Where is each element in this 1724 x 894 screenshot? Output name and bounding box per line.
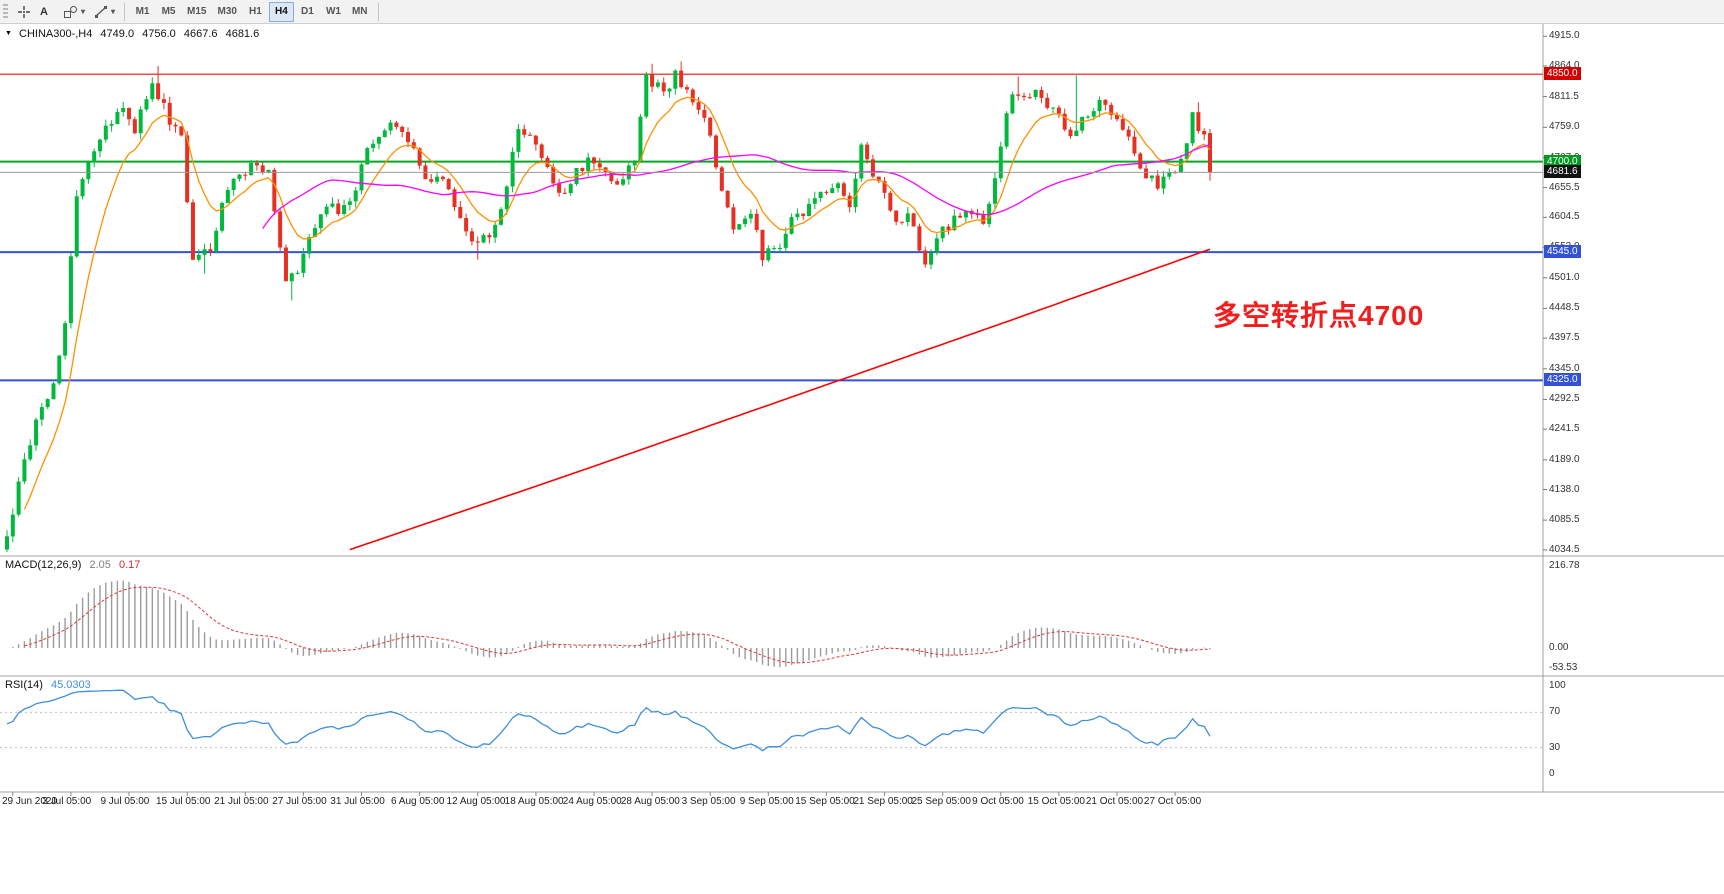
price-axis-label: 4759.0 — [1549, 121, 1580, 133]
timeframe-button-mn[interactable]: MN — [347, 2, 373, 22]
time-axis-label: 15 Sep 05:00 — [795, 796, 855, 807]
timeframe-button-m1[interactable]: M1 — [130, 2, 155, 22]
price-axis-label: 4915.0 — [1549, 30, 1580, 42]
price-badge-4325.0: 4325.0 — [1544, 373, 1581, 387]
macd-header: MACD(12,26,9) 2.05 0.17 — [5, 559, 145, 571]
time-axis-label: 15 Jul 05:00 — [155, 796, 211, 807]
price-axis-label: 4811.5 — [1549, 90, 1579, 102]
time-axis-label: 28 Aug 05:00 — [620, 796, 680, 807]
macd-signal-value: 0.17 — [118, 559, 141, 571]
text-tool-button[interactable]: A — [36, 2, 58, 22]
price-axis-label: 4292.5 — [1549, 393, 1580, 405]
price-axis-label: 4864.0 — [1549, 60, 1580, 71]
price-axis-label: 4501.0 — [1549, 271, 1580, 283]
price-badge-4545.0: 4545.0 — [1544, 245, 1581, 259]
timeframe-buttons: M1 M5 M15 M30 H1 H4 D1 W1 MN — [130, 1, 373, 22]
price-badge-4700.0: 4700.0 — [1544, 154, 1581, 168]
time-axis-label: 24 Aug 05:00 — [562, 796, 622, 807]
rsi-label: RSI(14) — [5, 679, 43, 691]
timeframe-button-h1[interactable]: H1 — [243, 2, 268, 22]
ohlc-high-value: 4756.0 — [142, 28, 176, 40]
macd-axis-label: -53.53 — [1549, 662, 1578, 674]
text-tool-label: A — [40, 5, 48, 18]
shapes-icon — [64, 5, 77, 18]
rsi-axis-label: 100 — [1549, 680, 1566, 691]
ohlc-open-value: 4749.0 — [100, 28, 135, 40]
time-axis-label: 21 Oct 05:00 — [1085, 796, 1144, 807]
symbol-period-label: CHINA300-,H4 — [19, 28, 93, 40]
toolbar-separator — [377, 2, 379, 21]
rsi-header: RSI(14) 45.0303 — [5, 679, 96, 691]
time-axis-label: 15 Oct 05:00 — [1027, 796, 1085, 807]
time-axis-label: 25 Sep 05:00 — [911, 796, 971, 807]
shapes-tool-button[interactable]: ▾ — [59, 2, 89, 22]
trendline-tool-button[interactable]: ▾ — [90, 2, 119, 22]
time-axis-label: 21 Sep 05:00 — [853, 796, 913, 807]
time-axis-label: 18 Aug 05:00 — [504, 796, 564, 807]
rsi-value: 45.0303 — [50, 679, 91, 691]
ma-fast-line — [23, 96, 1211, 510]
rsi-line — [6, 689, 1211, 752]
macd-label: MACD(12,26,9) — [5, 559, 82, 571]
macd-axis-label: 0.00 — [1549, 642, 1569, 653]
time-axis-label: 9 Jul 05:00 — [100, 796, 150, 807]
time-axis-label: 21 Jul 05:00 — [214, 796, 269, 807]
macd-histogram — [12, 580, 1211, 668]
ohlc-low-value: 4667.6 — [183, 28, 218, 40]
rsi-axis-label: 30 — [1549, 741, 1561, 753]
price-axis-label: 4085.5 — [1549, 514, 1580, 526]
rsi-axis-label: 0 — [1549, 768, 1555, 779]
time-axis-label: 29 Jun 2020 — [2, 796, 58, 807]
price-axis-label: 4345.0 — [1549, 362, 1580, 374]
ma-mid-line — [262, 144, 1211, 229]
annotation-text[interactable]: 多空转折点4700 — [1213, 300, 1425, 331]
time-axis-label: 27 Oct 05:00 — [1143, 796, 1202, 807]
price-axis-label: 4655.5 — [1549, 181, 1580, 193]
toolbar: A ▾ ▾ M1 M5 M15 M30 H1 H4 D1 W1 MN — [0, 0, 1724, 24]
toolbar-separator — [124, 2, 126, 21]
ma-slow-line — [349, 248, 1211, 551]
time-axis-label: 9 Sep 05:00 — [739, 796, 794, 807]
chart-ohlc-header: ▼ CHINA300-,H4 4749.0 4756.0 4667.6 4681… — [5, 28, 264, 40]
macd-signal-line — [24, 586, 1210, 664]
timeframe-button-m5[interactable]: M5 — [156, 2, 181, 22]
time-axis-label: 3 Sep 05:00 — [681, 796, 736, 807]
caret-down-icon: ▾ — [111, 7, 116, 16]
timeframe-button-h4[interactable]: H4 — [268, 1, 294, 22]
time-axis-label: 9 Oct 05:00 — [972, 796, 1024, 807]
macd-axis-label: 216.78 — [1549, 559, 1580, 571]
candles-layer — [5, 61, 1212, 552]
price-badge-4681.6: 4681.6 — [1544, 165, 1581, 179]
time-axis-label: 12 Aug 05:00 — [446, 796, 506, 807]
trendline-icon — [95, 5, 108, 18]
crosshair-tool-button[interactable] — [13, 2, 35, 22]
crosshair-icon — [18, 5, 30, 18]
macd-main-value: 2.05 — [89, 559, 111, 571]
timeframe-button-w1[interactable]: W1 — [321, 2, 346, 22]
time-axis-label: 3 Jul 05:00 — [42, 796, 92, 807]
caret-down-icon: ▾ — [81, 7, 86, 16]
timeframe-button-m15[interactable]: M15 — [182, 2, 211, 22]
price-axis-label: 4034.5 — [1549, 543, 1580, 555]
price-axis-label: 4189.0 — [1549, 453, 1580, 465]
price-axis-label: 4138.0 — [1549, 483, 1580, 495]
time-axis-label: 31 Jul 05:00 — [330, 796, 385, 807]
timeframe-button-m30[interactable]: M30 — [212, 2, 241, 22]
time-axis-label: 6 Aug 05:00 — [391, 796, 445, 807]
toolbar-drag-handle[interactable] — [3, 3, 8, 20]
ohlc-close-value: 4681.6 — [225, 28, 260, 40]
price-axis-label: 4448.5 — [1549, 302, 1580, 314]
timeframe-button-d1[interactable]: D1 — [295, 2, 320, 22]
symbol-dropdown-icon[interactable]: ▼ — [5, 30, 12, 37]
price-badge-4850.0: 4850.0 — [1544, 67, 1581, 81]
price-axis-label: 4397.5 — [1549, 332, 1580, 344]
time-axis-label: 27 Jul 05:00 — [272, 796, 327, 807]
price-axis-label: 4604.5 — [1549, 211, 1580, 223]
price-axis-label: 4241.5 — [1549, 423, 1580, 435]
rsi-axis-label: 70 — [1549, 706, 1561, 718]
